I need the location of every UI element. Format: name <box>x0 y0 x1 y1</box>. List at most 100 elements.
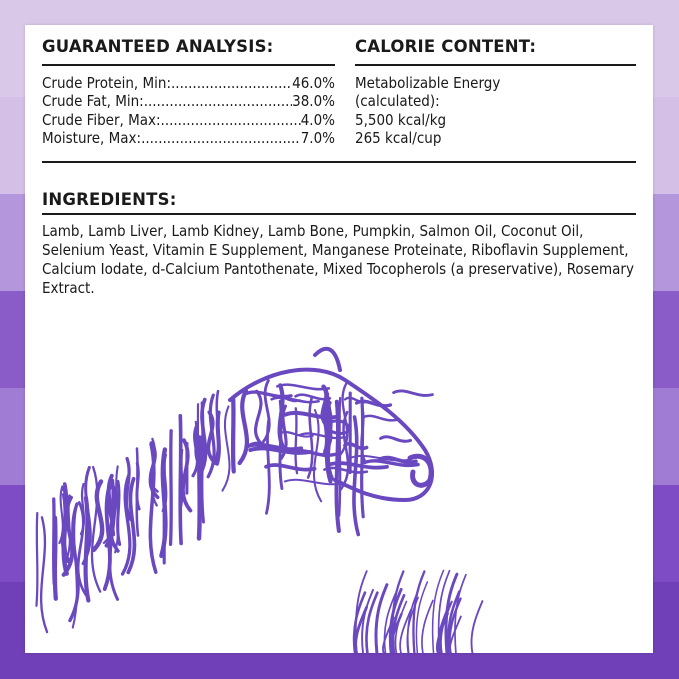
ingredients-text: Lamb, Lamb Liver, Lamb Kidney, Lamb Bone… <box>42 222 634 297</box>
fur-stroke <box>243 390 293 399</box>
fur-stroke <box>116 479 122 547</box>
divider <box>42 213 636 215</box>
fur-stroke <box>194 420 199 464</box>
fur-stroke <box>306 396 314 479</box>
fur-stroke <box>298 432 347 440</box>
leader-dots <box>171 74 292 92</box>
fur-stroke <box>61 492 69 576</box>
fur-stroke <box>245 442 304 452</box>
divider <box>355 64 636 66</box>
calorie-content-heading: CALORIE CONTENT: <box>355 37 537 56</box>
analysis-row: Crude Protein, Min: 46.0% <box>42 74 335 92</box>
fur-stroke <box>214 410 221 466</box>
calorie-lines: Metabolizable Energy (calculated): 5,500… <box>355 74 636 147</box>
row-value: 4.0% <box>300 110 335 129</box>
ingredients-heading: INGREDIENTS: <box>42 190 177 209</box>
fur-stroke <box>313 346 342 372</box>
fur-stroke <box>248 446 312 455</box>
fur-stroke <box>294 393 332 401</box>
fur-stroke <box>253 389 266 449</box>
fur-stroke <box>148 442 158 574</box>
fur-stroke <box>283 478 344 486</box>
fur-stroke <box>230 395 236 474</box>
fur-stroke <box>448 597 462 653</box>
fur-stroke <box>237 388 250 466</box>
fur-stroke <box>392 389 434 397</box>
fur-stroke <box>126 476 137 575</box>
fur-stroke <box>343 396 369 404</box>
row-label: Crude Fiber, Max: <box>42 110 161 129</box>
row-label: Crude Protein, Min: <box>42 74 171 92</box>
fur-stroke <box>361 414 400 422</box>
calorie-line: 265 kcal/cup <box>355 128 442 147</box>
analysis-row: Crude Fiber, Max: 4.0% <box>42 111 335 129</box>
fur-stroke <box>161 453 168 513</box>
fur-stroke <box>68 502 80 623</box>
fur-stroke <box>382 616 395 653</box>
fur-stroke <box>326 405 335 481</box>
fur-stroke <box>470 600 484 653</box>
calorie-line: Metabolizable Energy <box>355 74 501 92</box>
fur-stroke <box>374 583 389 653</box>
fur-stroke <box>102 484 112 591</box>
fur-stroke <box>228 367 435 503</box>
fur-stroke <box>39 516 49 634</box>
fur-stroke <box>354 570 368 653</box>
label-card: GUARANTEED ANALYSIS: CALORIE CONTENT: Cr… <box>25 25 653 653</box>
fur-stroke <box>362 459 420 468</box>
fur-stroke <box>326 461 389 470</box>
fur-stroke <box>391 593 406 653</box>
fur-stroke <box>352 415 361 537</box>
fur-stroke <box>35 511 39 607</box>
fur-stroke <box>221 405 231 492</box>
analysis-row: Crude Fat, Min: 38.0% <box>42 92 335 110</box>
fur-stroke <box>264 463 317 472</box>
fur-stroke <box>198 397 208 477</box>
row-value: 46.0% <box>292 74 335 92</box>
fur-stroke <box>421 599 434 653</box>
fur-stroke <box>51 497 56 586</box>
analysis-table: Crude Protein, Min: 46.0% Crude Fat, Min:… <box>42 74 335 147</box>
fur-stroke <box>283 410 341 420</box>
fur-stroke <box>454 573 467 653</box>
calorie-line: (calculated): <box>355 92 440 111</box>
fur-stroke <box>168 429 173 546</box>
row-value: 7.0% <box>300 128 335 147</box>
fur-stroke <box>108 478 120 601</box>
row-label: Moisture, Max: <box>42 128 142 147</box>
fur-stroke <box>379 435 412 443</box>
fur-stroke <box>90 465 102 593</box>
divider <box>42 64 335 66</box>
fur-stroke <box>91 479 105 553</box>
row-value: 38.0% <box>292 92 335 111</box>
fur-stroke <box>444 572 459 653</box>
fur-stroke <box>407 453 434 488</box>
fur-stroke <box>383 592 397 653</box>
calorie-line: 5,500 kcal/kg <box>355 110 447 129</box>
lamb-illustration <box>35 346 484 653</box>
fur-stroke <box>178 414 183 546</box>
fur-stroke <box>124 456 133 522</box>
fur-stroke <box>437 569 451 653</box>
row-label: Crude Fat, Min: <box>42 92 144 111</box>
fur-stroke <box>365 591 379 653</box>
fur-stroke <box>261 379 271 445</box>
fur-stroke <box>431 569 445 653</box>
fur-stroke <box>81 465 92 566</box>
divider <box>42 161 636 163</box>
leader-dots <box>144 92 292 110</box>
fur-stroke <box>76 501 88 597</box>
fur-stroke <box>206 393 216 479</box>
fur-stroke <box>79 482 86 536</box>
leader-dots <box>161 111 301 129</box>
fur-stroke <box>415 581 429 653</box>
fur-stroke <box>412 570 426 653</box>
fur-stroke <box>278 399 284 491</box>
fur-stroke <box>277 430 314 438</box>
analysis-row: Moisture, Max: 7.0% <box>42 129 335 147</box>
leader-dots <box>141 129 301 147</box>
fur-stroke <box>294 407 299 475</box>
guaranteed-analysis-heading: GUARANTEED ANALYSIS: <box>42 37 274 56</box>
fur-stroke <box>135 461 141 511</box>
fur-stroke <box>343 442 369 451</box>
